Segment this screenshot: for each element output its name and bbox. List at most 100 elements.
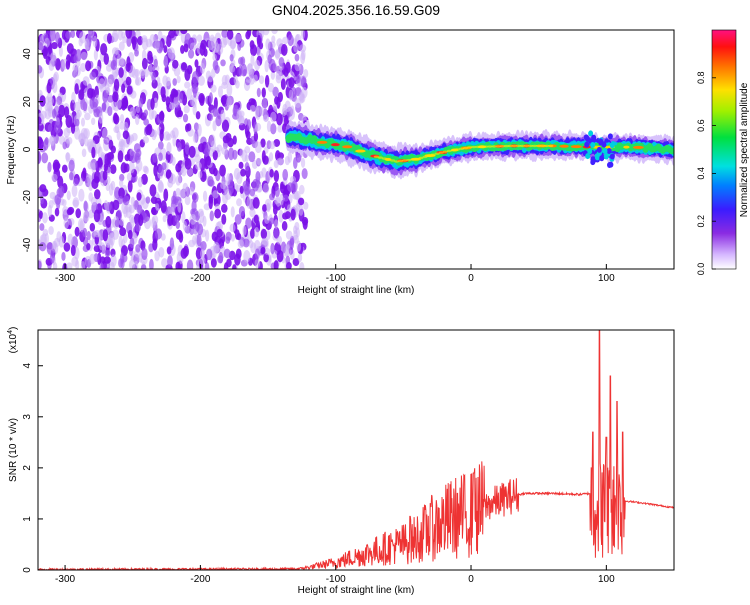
noise-blob <box>198 171 203 179</box>
noise-blob <box>229 36 237 50</box>
noise-blob <box>196 34 203 43</box>
noise-blob <box>190 94 195 107</box>
signal-core <box>398 159 404 163</box>
noise-blob <box>248 98 256 106</box>
noise-blob <box>68 217 75 226</box>
noise-blob <box>194 59 199 68</box>
signal-core <box>507 144 513 148</box>
noise-blob <box>84 112 91 121</box>
noise-blob <box>39 242 47 252</box>
noise-blob <box>174 214 180 223</box>
noise-blob <box>237 239 245 249</box>
noise-blob <box>183 43 189 53</box>
noise-blob <box>180 30 188 35</box>
noise-blob <box>55 102 60 112</box>
noise-blob <box>78 188 85 202</box>
noise-blob <box>249 104 256 113</box>
noise-blob <box>99 242 106 251</box>
noise-blob <box>264 74 270 88</box>
noise-blob <box>51 240 57 254</box>
noise-blob <box>262 155 269 165</box>
noise-blob <box>216 220 223 231</box>
noise-blob <box>206 248 213 261</box>
snr-x-ticks: -300 -200 -100 0 100 <box>55 565 615 585</box>
signal-core <box>463 146 469 150</box>
noise-blob <box>256 34 262 48</box>
noise-blob <box>151 71 156 84</box>
noise-blob <box>103 153 111 166</box>
noise-blob <box>260 107 265 116</box>
noise-blob <box>66 43 74 54</box>
noise-blob <box>253 131 259 142</box>
signal-core <box>450 149 456 152</box>
spectrogram-x-tick-label: -100 <box>326 273 346 284</box>
snr-x-tick-label: 100 <box>598 574 615 585</box>
noise-blob <box>274 186 280 198</box>
noise-blob <box>180 61 188 71</box>
noise-blob <box>82 227 88 238</box>
noise-blob <box>236 110 243 123</box>
noise-blob <box>228 147 235 161</box>
noise-blob <box>207 179 215 187</box>
noise-blob <box>75 208 81 219</box>
noise-blob <box>212 53 217 62</box>
noise-blob <box>71 184 78 198</box>
noise-blob <box>70 122 76 134</box>
noise-blob <box>240 56 246 66</box>
signal-peak <box>570 145 582 149</box>
spectrogram-y-tick-label: -20 <box>22 190 33 205</box>
noise-blob <box>273 260 279 269</box>
noise-blob <box>128 161 135 174</box>
noise-blob <box>111 30 119 43</box>
noise-blob <box>153 164 159 177</box>
signal-core <box>430 153 436 156</box>
signal-core <box>385 158 391 161</box>
noise-blob <box>46 242 53 250</box>
signal-core <box>377 156 383 159</box>
noise-blob <box>148 63 153 76</box>
snr-y-label: SNR (10 * v/v) <box>8 418 19 482</box>
noise-blob <box>92 98 99 108</box>
noise-blob <box>296 74 301 84</box>
spectrogram-x-ticks: -300 -200 -100 0 100 <box>55 264 615 284</box>
noise-blob <box>72 178 79 187</box>
noise-blob <box>38 151 42 164</box>
noise-blob <box>89 71 97 80</box>
noise-blob <box>269 193 275 201</box>
noise-blob <box>208 196 213 210</box>
noise-blob <box>65 115 73 128</box>
noise-blob <box>89 222 96 232</box>
noise-blob <box>84 38 90 51</box>
noise-blob <box>303 201 309 210</box>
noise-blob <box>262 114 269 122</box>
noise-blob <box>74 226 80 237</box>
noise-blob <box>221 74 228 86</box>
noise-blob <box>294 221 300 231</box>
signal-core <box>487 145 493 148</box>
signal-core <box>438 151 444 154</box>
signal-peak <box>316 140 328 144</box>
noise-blob <box>211 68 216 78</box>
noise-blob <box>106 95 114 103</box>
noise-blob <box>254 105 260 119</box>
signal-peak <box>632 145 644 149</box>
noise-blob <box>54 194 62 205</box>
noise-blob <box>100 43 108 56</box>
signal-core <box>410 158 416 161</box>
noise-blob <box>284 211 291 219</box>
noise-blob <box>138 214 144 227</box>
noise-blob <box>214 208 222 219</box>
noise-blob <box>78 133 86 144</box>
signal-core <box>499 144 505 148</box>
noise-blob <box>160 200 167 213</box>
noise-blob <box>229 54 234 62</box>
signal-core <box>532 144 538 148</box>
noise-blob <box>116 130 121 141</box>
noise-blob <box>180 45 185 54</box>
noise-blob <box>205 141 211 153</box>
noise-blob <box>239 185 244 194</box>
noise-blob <box>66 262 73 269</box>
noise-blob <box>276 250 284 263</box>
noise-blob <box>118 187 125 199</box>
